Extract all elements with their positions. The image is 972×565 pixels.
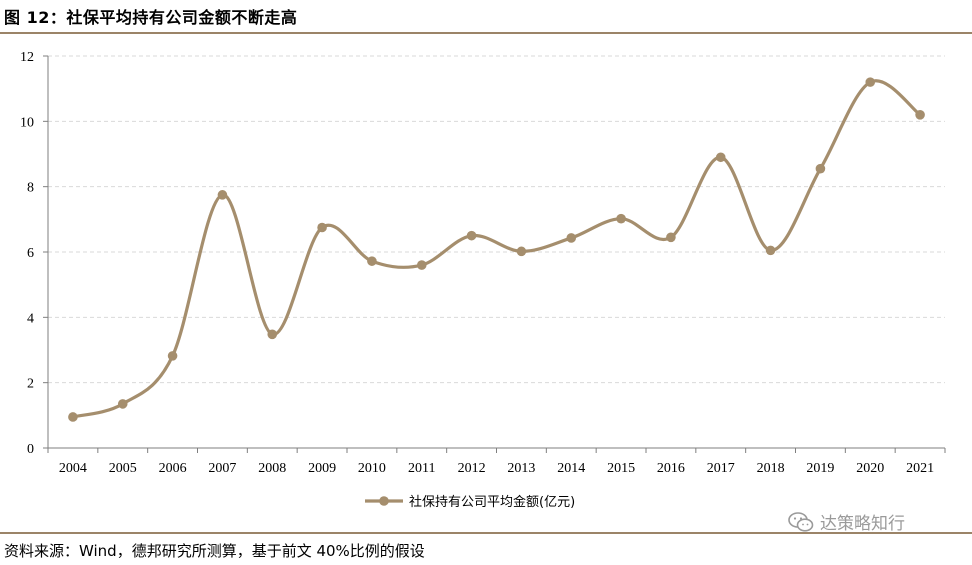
y-tick-label: 8 (27, 181, 34, 196)
data-point (217, 190, 228, 200)
wechat-icon (788, 511, 814, 532)
y-tick-label: 12 (20, 50, 34, 65)
x-tick-label: 2011 (408, 461, 435, 476)
data-point (367, 256, 377, 266)
x-tick-label: 2010 (358, 461, 386, 476)
data-point (666, 232, 676, 243)
x-tick-label: 2017 (707, 461, 735, 476)
x-tick-label: 2012 (458, 461, 486, 476)
data-point (865, 77, 876, 87)
data-point (616, 213, 626, 224)
data-point (915, 110, 925, 120)
data-point (715, 152, 726, 163)
x-tick-label: 2015 (607, 461, 635, 476)
y-tick-label: 0 (27, 442, 34, 457)
y-tick-label: 6 (27, 246, 34, 261)
x-tick-label: 2019 (806, 461, 834, 476)
x-tick-label: 2006 (159, 461, 187, 476)
data-point (68, 412, 78, 422)
y-tick-label: 4 (27, 311, 34, 326)
data-point (815, 163, 826, 174)
figure-title: 图 12：社保平均持有公司金额不断走高 (4, 8, 298, 27)
data-point (117, 399, 128, 409)
x-tick-label: 2004 (59, 461, 87, 476)
data-point (765, 245, 776, 256)
x-tick-label: 2013 (507, 461, 535, 476)
series-line (72, 79, 922, 419)
x-axis-ticks: 2004 2005 2006 2007 2008 2009 2010 2011 2012 2013… (59, 461, 934, 476)
x-tick-label: 2020 (856, 461, 884, 476)
y-tick-label: 2 (27, 377, 34, 392)
data-point (317, 222, 327, 233)
data-point (416, 260, 427, 270)
series-group (68, 77, 925, 422)
data-point (516, 246, 527, 257)
top-rule (0, 32, 972, 34)
x-tick-label: 2007 (208, 461, 236, 476)
data-point (566, 233, 577, 243)
axes (43, 55, 946, 453)
data-point (167, 351, 178, 361)
source-note: 资料来源：Wind，德邦研究所测算，基于前文 40%比例的假设 (4, 542, 425, 560)
x-tick-label: 2009 (308, 461, 336, 476)
x-tick-label: 2021 (906, 461, 934, 476)
x-tick-label: 2005 (109, 461, 137, 476)
watermark: 达策略知行 (788, 509, 905, 534)
y-axis-ticks: 0 2 4 6 8 10 12 (20, 50, 34, 457)
grid-lines (48, 55, 945, 384)
legend: 社保持有公司平均金额(亿元) (365, 494, 575, 510)
legend-dot-marker (379, 496, 389, 506)
legend-label: 社保持有公司平均金额(亿元) (409, 494, 575, 510)
data-point (267, 329, 278, 340)
x-tick-label: 2008 (258, 461, 286, 476)
bottom-rule (0, 532, 972, 534)
x-tick-label: 2016 (657, 461, 685, 476)
x-tick-label: 2014 (557, 461, 585, 476)
data-point (466, 230, 477, 241)
x-tick-label: 2018 (757, 461, 785, 476)
y-tick-label: 10 (20, 115, 34, 130)
watermark-text: 达策略知行 (820, 514, 905, 534)
